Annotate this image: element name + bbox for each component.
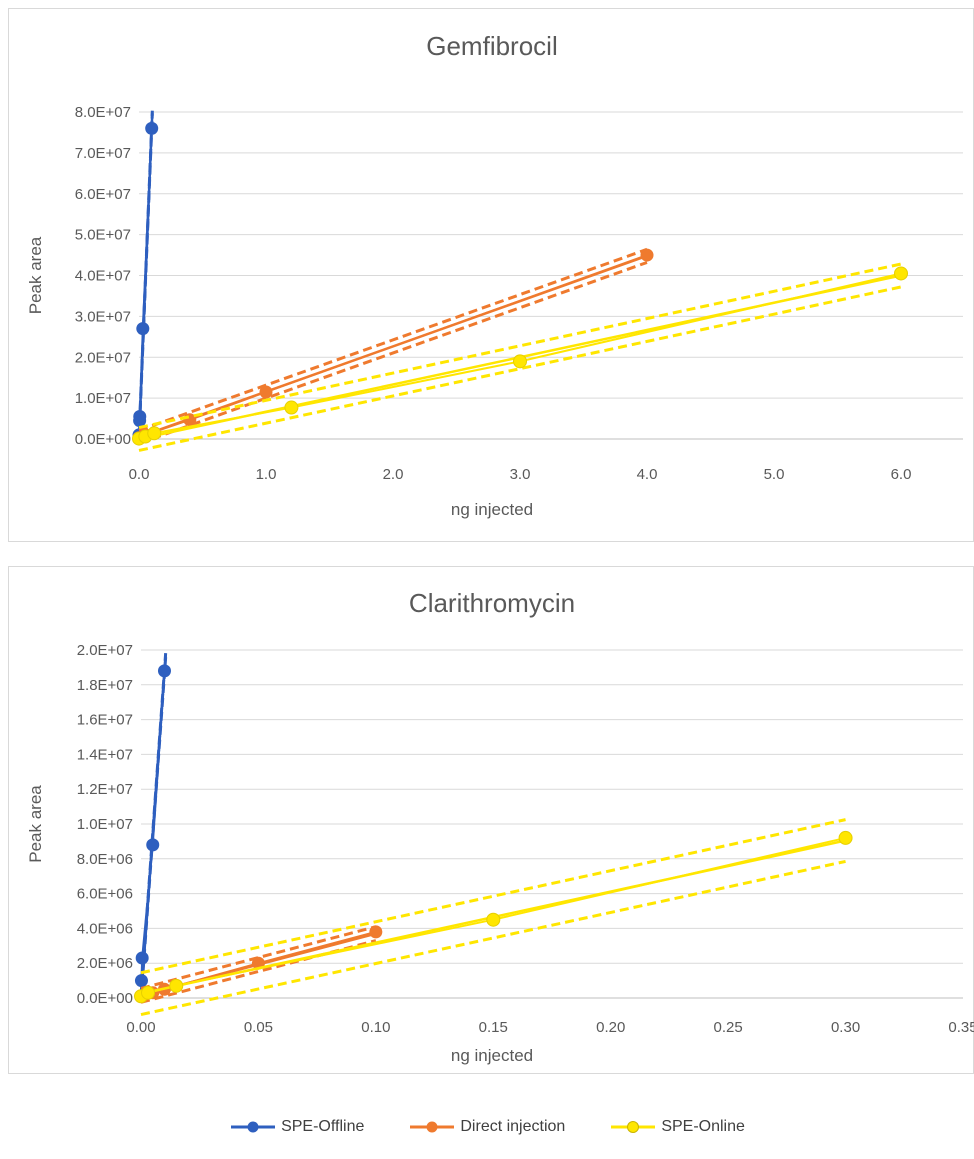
x-tick-label: 0.05 <box>244 1019 273 1036</box>
x-tick-label: 4.0 <box>637 466 658 483</box>
y-tick-label: 7.0E+07 <box>75 145 131 162</box>
x-tick-label: 1.0 <box>256 466 277 483</box>
legend-label-direct-injection: Direct injection <box>460 1118 566 1135</box>
y-tick-label: 2.0E+06 <box>77 955 133 972</box>
data-point[interactable] <box>838 830 853 845</box>
chart-legend: SPE-Offline Direct injection SPE-Online <box>0 1112 974 1142</box>
upper-confidence-line <box>140 925 377 990</box>
y-tick-label: 4.0E+07 <box>75 268 131 285</box>
lower-confidence-line <box>138 285 902 452</box>
lower-confidence-line <box>138 261 648 445</box>
data-point[interactable] <box>133 410 147 424</box>
y-tick-label: 1.4E+07 <box>77 746 133 763</box>
data-point[interactable] <box>136 322 150 336</box>
data-point[interactable] <box>369 925 383 939</box>
chart-title: Gemfibrocil <box>426 31 557 61</box>
x-tick-label: 0.00 <box>126 1019 155 1036</box>
y-tick-label: 1.6E+07 <box>77 712 133 729</box>
y-tick-label: 0.0E+00 <box>75 431 131 448</box>
x-tick-label: 5.0 <box>764 466 785 483</box>
y-tick-label: 5.0E+07 <box>75 227 131 244</box>
gemfibrocil-chart: Gemfibrocil 0.0E+00 1.0E+07 2.0E+07 3.0E+07 4… <box>8 8 974 542</box>
clarithromycin-plot: Clarithromycin 0.0E+00 2.0E+06 4.0E+06 6.0E+… <box>26 588 974 1065</box>
gemfibrocil-plot: Gemfibrocil 0.0E+00 1.0E+07 2.0E+07 3.0E+07 4… <box>26 31 963 519</box>
series-spe-offline <box>134 653 171 1003</box>
y-tick-label: 1.0E+07 <box>77 816 133 833</box>
y-tick-label: 0.0E+00 <box>77 990 133 1007</box>
data-point[interactable] <box>146 838 160 852</box>
data-point[interactable] <box>145 121 159 135</box>
data-point[interactable] <box>135 951 149 965</box>
legend-item-spe-online[interactable]: SPE-Online <box>609 1118 745 1136</box>
x-axis-label: ng injected <box>451 500 533 519</box>
x-tick-label: 0.30 <box>831 1019 860 1036</box>
y-tick-label: 6.0E+06 <box>77 886 133 903</box>
y-tick-label: 4.0E+06 <box>77 920 133 937</box>
legend-label-spe-online: SPE-Online <box>661 1118 745 1135</box>
y-tick-label: 8.0E+07 <box>75 104 131 121</box>
data-point[interactable] <box>513 354 527 369</box>
y-tick-label: 8.0E+06 <box>77 851 133 868</box>
x-axis-label: ng injected <box>451 1046 533 1065</box>
y-tick-label: 2.0E+07 <box>77 642 133 659</box>
data-point[interactable] <box>894 266 908 281</box>
data-point[interactable] <box>169 978 184 993</box>
data-point[interactable] <box>640 248 654 262</box>
series-spe-offline <box>132 110 159 444</box>
upper-confidence-line <box>140 818 846 975</box>
x-tick-label: 2.0 <box>383 466 404 483</box>
y-tick-label: 6.0E+07 <box>75 186 131 203</box>
data-point[interactable] <box>157 664 171 678</box>
series-line <box>138 128 153 437</box>
upper-confidence-line <box>138 247 648 432</box>
y-tick-label: 1.2E+07 <box>77 781 133 798</box>
data-point[interactable] <box>284 400 299 415</box>
x-tick-label: 0.25 <box>714 1019 743 1036</box>
legend-marker-direct-injection <box>410 1121 455 1133</box>
series-spe-online <box>134 818 853 1016</box>
y-tick-label: 1.0E+07 <box>75 390 131 407</box>
legend-marker-spe-offline <box>231 1121 276 1133</box>
x-tick-label: 0.10 <box>361 1019 390 1036</box>
x-tick-label: 0.20 <box>596 1019 625 1036</box>
data-point[interactable] <box>486 912 501 927</box>
series-direct-injection <box>134 925 383 1004</box>
legend-label-spe-offline: SPE-Offline <box>281 1118 365 1135</box>
legend-marker-spe-online <box>611 1121 656 1133</box>
x-tick-label: 3.0 <box>510 466 531 483</box>
y-axis-label: Peak area <box>26 236 45 314</box>
x-tick-label: 0.35 <box>948 1019 974 1036</box>
x-tick-label: 6.0 <box>891 466 912 483</box>
y-tick-label: 3.0E+07 <box>75 308 131 325</box>
data-point[interactable] <box>141 985 156 1000</box>
upper-confidence-line <box>138 262 902 430</box>
legend-item-spe-offline[interactable]: SPE-Offline <box>229 1118 364 1136</box>
data-point[interactable] <box>147 426 162 441</box>
lower-confidence-line <box>140 859 846 1016</box>
chart-title: Clarithromycin <box>409 588 575 618</box>
y-tick-label: 2.0E+07 <box>75 349 131 366</box>
y-axis-label: Peak area <box>26 785 45 863</box>
series-spe-online <box>132 262 908 452</box>
legend-item-direct-injection[interactable]: Direct injection <box>408 1118 565 1136</box>
x-tick-label: 0.15 <box>479 1019 508 1036</box>
y-tick-label: 1.8E+07 <box>77 677 133 694</box>
data-point[interactable] <box>259 385 273 399</box>
data-point[interactable] <box>134 974 148 988</box>
x-tick-label: 0.0 <box>129 466 150 483</box>
clarithromycin-chart: Clarithromycin 0.0E+00 2.0E+06 4.0E+06 6.0E+… <box>8 566 974 1074</box>
